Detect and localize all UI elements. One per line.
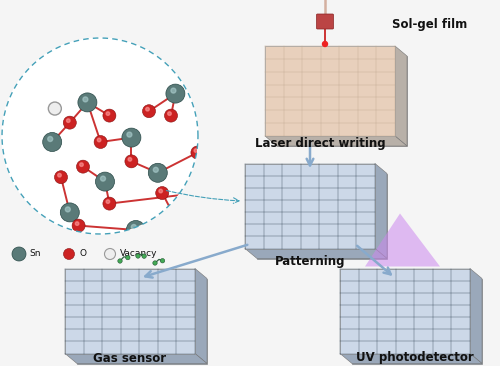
Circle shape [136,254,140,258]
Circle shape [322,41,328,46]
Circle shape [127,132,132,137]
Circle shape [142,254,146,258]
Text: Sn: Sn [29,250,40,258]
Text: UV photodetector: UV photodetector [356,351,474,365]
Circle shape [154,167,158,172]
Circle shape [215,185,220,190]
Circle shape [146,107,150,111]
Text: Vacancy: Vacancy [120,250,158,258]
FancyBboxPatch shape [316,14,334,29]
Polygon shape [375,164,387,258]
Circle shape [76,160,90,173]
Polygon shape [365,213,440,266]
Circle shape [168,112,172,115]
Text: Sol-gel film: Sol-gel film [392,18,468,30]
Circle shape [132,224,136,229]
Circle shape [160,258,164,263]
Circle shape [140,228,153,241]
Circle shape [58,173,62,177]
Circle shape [153,261,157,265]
Circle shape [171,88,176,93]
Polygon shape [265,46,395,136]
Circle shape [159,189,162,193]
Circle shape [103,197,116,210]
Circle shape [64,249,74,259]
Polygon shape [352,279,482,363]
Circle shape [202,87,214,100]
Circle shape [210,181,229,200]
Circle shape [106,112,110,115]
Circle shape [178,206,190,219]
Circle shape [66,119,70,123]
Circle shape [106,200,110,203]
Circle shape [118,259,122,263]
Circle shape [126,255,130,260]
Polygon shape [395,46,407,146]
Text: Gas sensor: Gas sensor [94,351,166,365]
Circle shape [122,128,141,147]
Polygon shape [245,164,375,249]
Circle shape [76,222,79,225]
Polygon shape [340,354,482,363]
Circle shape [80,163,84,167]
Circle shape [201,124,220,143]
Circle shape [126,220,146,239]
Circle shape [166,84,185,103]
Circle shape [184,238,189,243]
Text: Patterning: Patterning [275,254,345,268]
Polygon shape [277,56,407,146]
Circle shape [94,135,107,149]
Circle shape [181,209,184,212]
Circle shape [104,249,116,259]
Circle shape [194,149,198,152]
Circle shape [2,38,198,234]
Circle shape [191,146,204,159]
Circle shape [78,93,97,112]
Circle shape [48,102,62,115]
Polygon shape [65,354,207,363]
Circle shape [60,203,80,222]
Circle shape [96,172,114,191]
Circle shape [179,234,198,253]
Polygon shape [257,173,387,258]
Circle shape [12,247,26,261]
Polygon shape [340,269,470,354]
Text: O: O [79,250,86,258]
Polygon shape [77,279,207,363]
Circle shape [103,109,116,122]
Circle shape [148,163,168,182]
Circle shape [206,128,211,133]
Polygon shape [470,269,482,363]
Circle shape [128,157,132,161]
Circle shape [48,137,52,142]
Circle shape [100,176,105,181]
Circle shape [156,187,168,199]
Circle shape [83,97,88,102]
Polygon shape [65,269,195,354]
Polygon shape [265,136,407,146]
Circle shape [213,157,226,171]
Circle shape [98,138,101,142]
Polygon shape [195,269,207,363]
Circle shape [142,105,156,118]
Circle shape [143,231,146,234]
Circle shape [42,132,62,152]
Circle shape [72,219,85,232]
Polygon shape [245,249,387,258]
Text: Laser direct writing: Laser direct writing [254,138,386,150]
Circle shape [54,171,68,184]
Circle shape [125,155,138,168]
Circle shape [64,116,76,129]
Circle shape [216,160,220,164]
Circle shape [66,207,70,212]
Circle shape [164,109,177,122]
